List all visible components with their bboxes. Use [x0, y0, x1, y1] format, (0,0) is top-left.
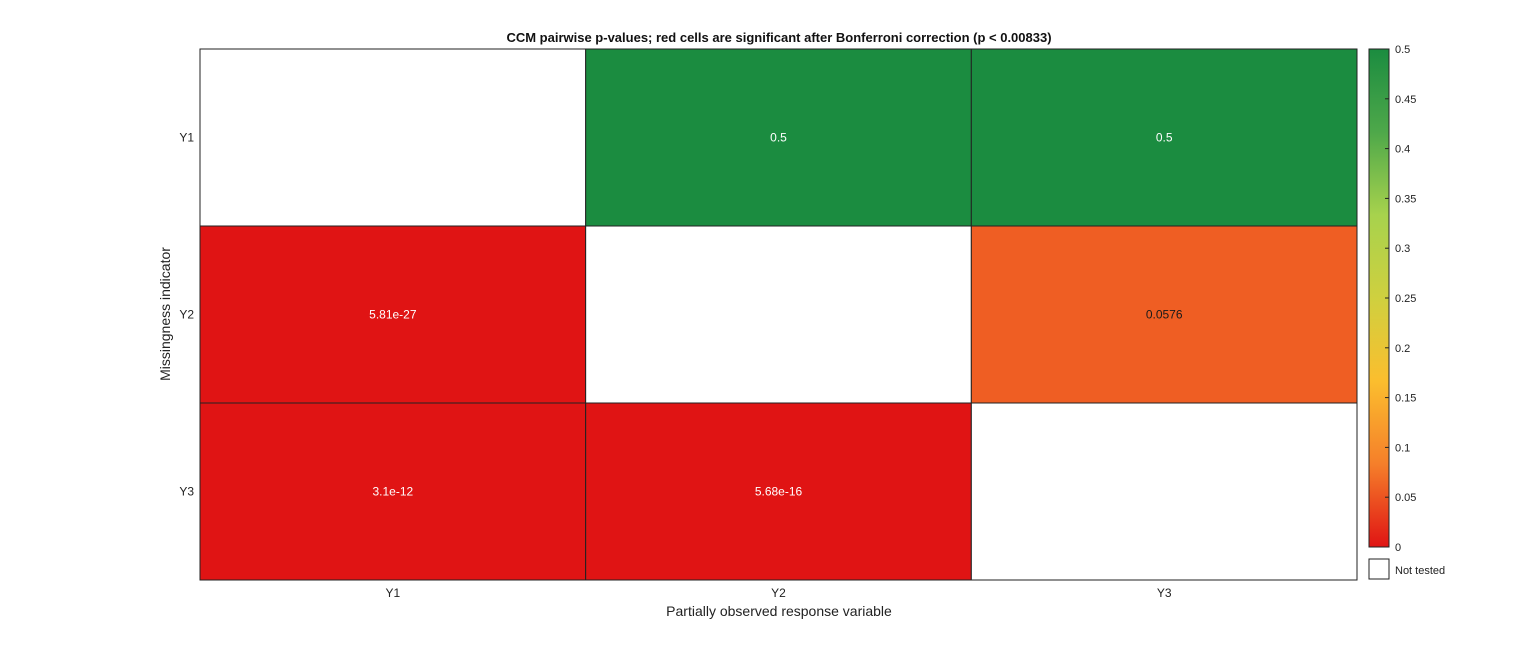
cell-value-label: 0.0576 [1146, 308, 1183, 322]
heatmap-cell [970, 225, 1358, 404]
heatmap-cell [199, 402, 587, 581]
colorbar-tick-label: 0.1 [1395, 442, 1410, 454]
not-tested-swatch [1368, 558, 1390, 580]
heatmap-cell [199, 48, 587, 227]
not-tested-legend: Not tested [1368, 558, 1445, 580]
cell-value-label: 3.1e-12 [372, 485, 413, 499]
chart-title: CCM pairwise p-values; red cells are sig… [506, 30, 1051, 45]
y-axis-label: Missingness indicator [157, 247, 173, 381]
not-tested-label: Not tested [1395, 565, 1445, 577]
colorbar-tick-label: 0.45 [1395, 94, 1416, 106]
x-tick-label: Y3 [1157, 586, 1172, 600]
cell-value-label: 0.5 [770, 131, 787, 145]
colorbar-tick-label: 0.05 [1395, 492, 1416, 504]
colorbar-tick-label: 0.25 [1395, 293, 1416, 305]
x-tick-label: Y1 [385, 586, 400, 600]
x-axis-label: Partially observed response variable [666, 603, 892, 619]
x-axis: Y1 Y2 Y3 [385, 586, 1171, 600]
colorbar-tick-label: 0.4 [1395, 144, 1410, 156]
heatmap-cell [585, 402, 972, 581]
heatmap-cell [585, 225, 972, 404]
y-tick-label: Y1 [179, 131, 194, 145]
colorbar: 0 0.05 0.1 0.15 0.2 0.25 0.3 0.35 0.4 0.45 0.5 [1368, 44, 1416, 554]
y-tick-label: Y3 [179, 485, 194, 499]
cell-value-label: 5.81e-27 [369, 308, 417, 322]
x-tick-label: Y2 [771, 586, 786, 600]
colorbar-tick-label: 0.2 [1395, 343, 1410, 355]
colorbar-tick-label: 0.5 [1395, 44, 1410, 56]
colorbar-tick-label: 0.35 [1395, 193, 1416, 205]
y-axis: Y1 Y2 Y3 [179, 131, 194, 499]
heatmap-cell [585, 48, 972, 227]
heatmap-cell [970, 48, 1358, 227]
cell-value-label: 5.68e-16 [755, 485, 803, 499]
colorbar-tick-label: 0.3 [1395, 243, 1410, 255]
y-tick-label: Y2 [179, 308, 194, 322]
colorbar-tick-label: 0.15 [1395, 393, 1416, 405]
heatmap-cells: 0.5 0.5 5.81e-27 0.0576 3.1e-12 5.68e-16 [199, 48, 1358, 581]
heatmap-cell [970, 402, 1358, 581]
heatmap-cell [199, 225, 587, 404]
colorbar-tick-label: 0 [1395, 542, 1401, 554]
cell-value-label: 0.5 [1156, 131, 1173, 145]
